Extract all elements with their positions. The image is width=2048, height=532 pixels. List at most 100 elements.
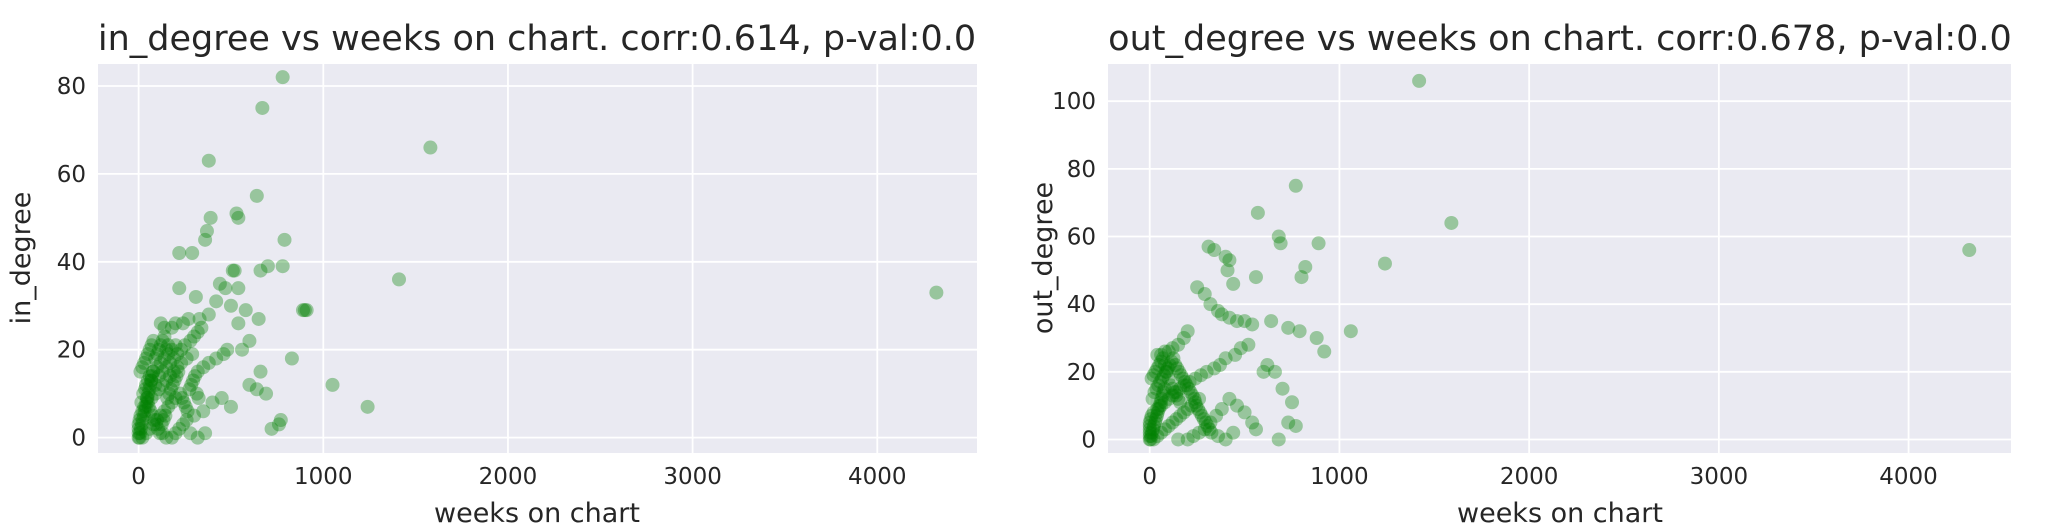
scatter-point [1151,402,1166,417]
scatter-point [187,408,202,423]
scatter-point [145,408,160,423]
scatter-point [132,430,147,445]
scatter-point [139,391,154,406]
scatter-point [175,316,190,331]
scatter-point [229,206,244,221]
scatter-point [134,417,149,432]
scatter-point [170,360,185,375]
scatter-point [180,404,195,419]
scatter-point [1148,364,1163,379]
scatter-point [1214,402,1229,417]
scatter-point [1150,429,1165,444]
scatter-point [1230,314,1244,329]
scatter-point [157,404,172,419]
scatter-point [1170,361,1185,376]
scatter-point [131,417,146,432]
scatter-point [184,377,199,392]
scatter-point [1156,368,1171,383]
scatter-point [137,399,152,414]
scatter-point [1197,422,1212,437]
scatter-point [1146,405,1161,420]
scatter-point [146,333,161,348]
scatter-point [155,377,170,392]
scatter-point [1173,395,1188,410]
scatter-point [1179,378,1194,393]
scatter-point [220,342,235,357]
scatter-point [139,395,154,410]
scatter-point [159,360,174,375]
scatter-point [133,421,148,436]
y-axis-label: in_degree [6,192,37,325]
scatter-point [1169,385,1184,400]
scatter-point [1186,429,1201,444]
scatter-point [1155,371,1170,386]
scatter-point [1245,415,1260,430]
scatter-point [131,426,146,441]
scatter-point [1157,344,1172,359]
scatter-point [1285,395,1300,410]
scatter-point [151,382,166,397]
scatter-point [1288,418,1303,433]
scatter-point [1190,280,1205,295]
scatter-point [1275,381,1290,396]
scatter-point [1154,425,1169,440]
scatter-point [227,263,242,278]
scatter-points [1142,73,1977,447]
scatter-point [139,377,154,392]
scatter-point [231,316,246,331]
scatter-point [150,413,165,428]
scatter-point [1192,391,1207,406]
scatter-point [178,399,193,414]
scatter-point [187,369,202,384]
scatter-point [1150,347,1165,362]
scatter-point [277,232,292,247]
scatter-point [1153,374,1168,389]
scatter-point [160,391,175,406]
scatter-point [1152,398,1167,413]
scatter-point [212,276,227,291]
scatter-point [1168,358,1183,373]
scatter-point [1207,361,1222,376]
scatter-point [1171,432,1186,447]
scatter-point [238,303,253,318]
scatter-point [171,364,186,379]
x-tick-label: 3000 [663,464,722,490]
scatter-point [1161,371,1176,386]
scatter-point [1191,402,1206,417]
scatter-point [1144,371,1159,386]
scatter-point [140,391,155,406]
scatter-point [182,382,197,397]
scatter-point [1143,412,1158,427]
scatter-point [295,303,310,318]
scatter-point [174,342,189,357]
scatter-point [140,395,155,410]
scatter-point [135,413,150,428]
scatter-point [1188,371,1203,386]
scatter-point [1161,344,1176,359]
scatter-point [1150,405,1165,420]
scatter-point [144,373,159,388]
scatter-point [144,338,159,353]
scatter-point [187,329,202,344]
scatter-point [235,342,250,357]
x-tick-label: 4000 [1879,464,1938,490]
scatter-point [1209,408,1224,423]
scatter-point [155,333,170,348]
scatter-point [1222,310,1237,325]
scatter-point [423,140,438,155]
scatter-point [168,316,183,331]
scatter-point [144,391,159,406]
scatter-point [1201,239,1216,254]
scatter-point [188,289,203,304]
scatter-point [134,395,149,410]
scatter-point [218,281,233,296]
scatter-point [1187,391,1202,406]
scatter-point [174,355,189,370]
scatter-point [214,391,229,406]
scatter-point [1248,422,1263,437]
scatter-point [1148,415,1163,430]
scatter-point [255,100,270,115]
scatter-point [166,364,181,379]
scatter-point [1218,351,1233,366]
scatter-point [137,355,152,370]
